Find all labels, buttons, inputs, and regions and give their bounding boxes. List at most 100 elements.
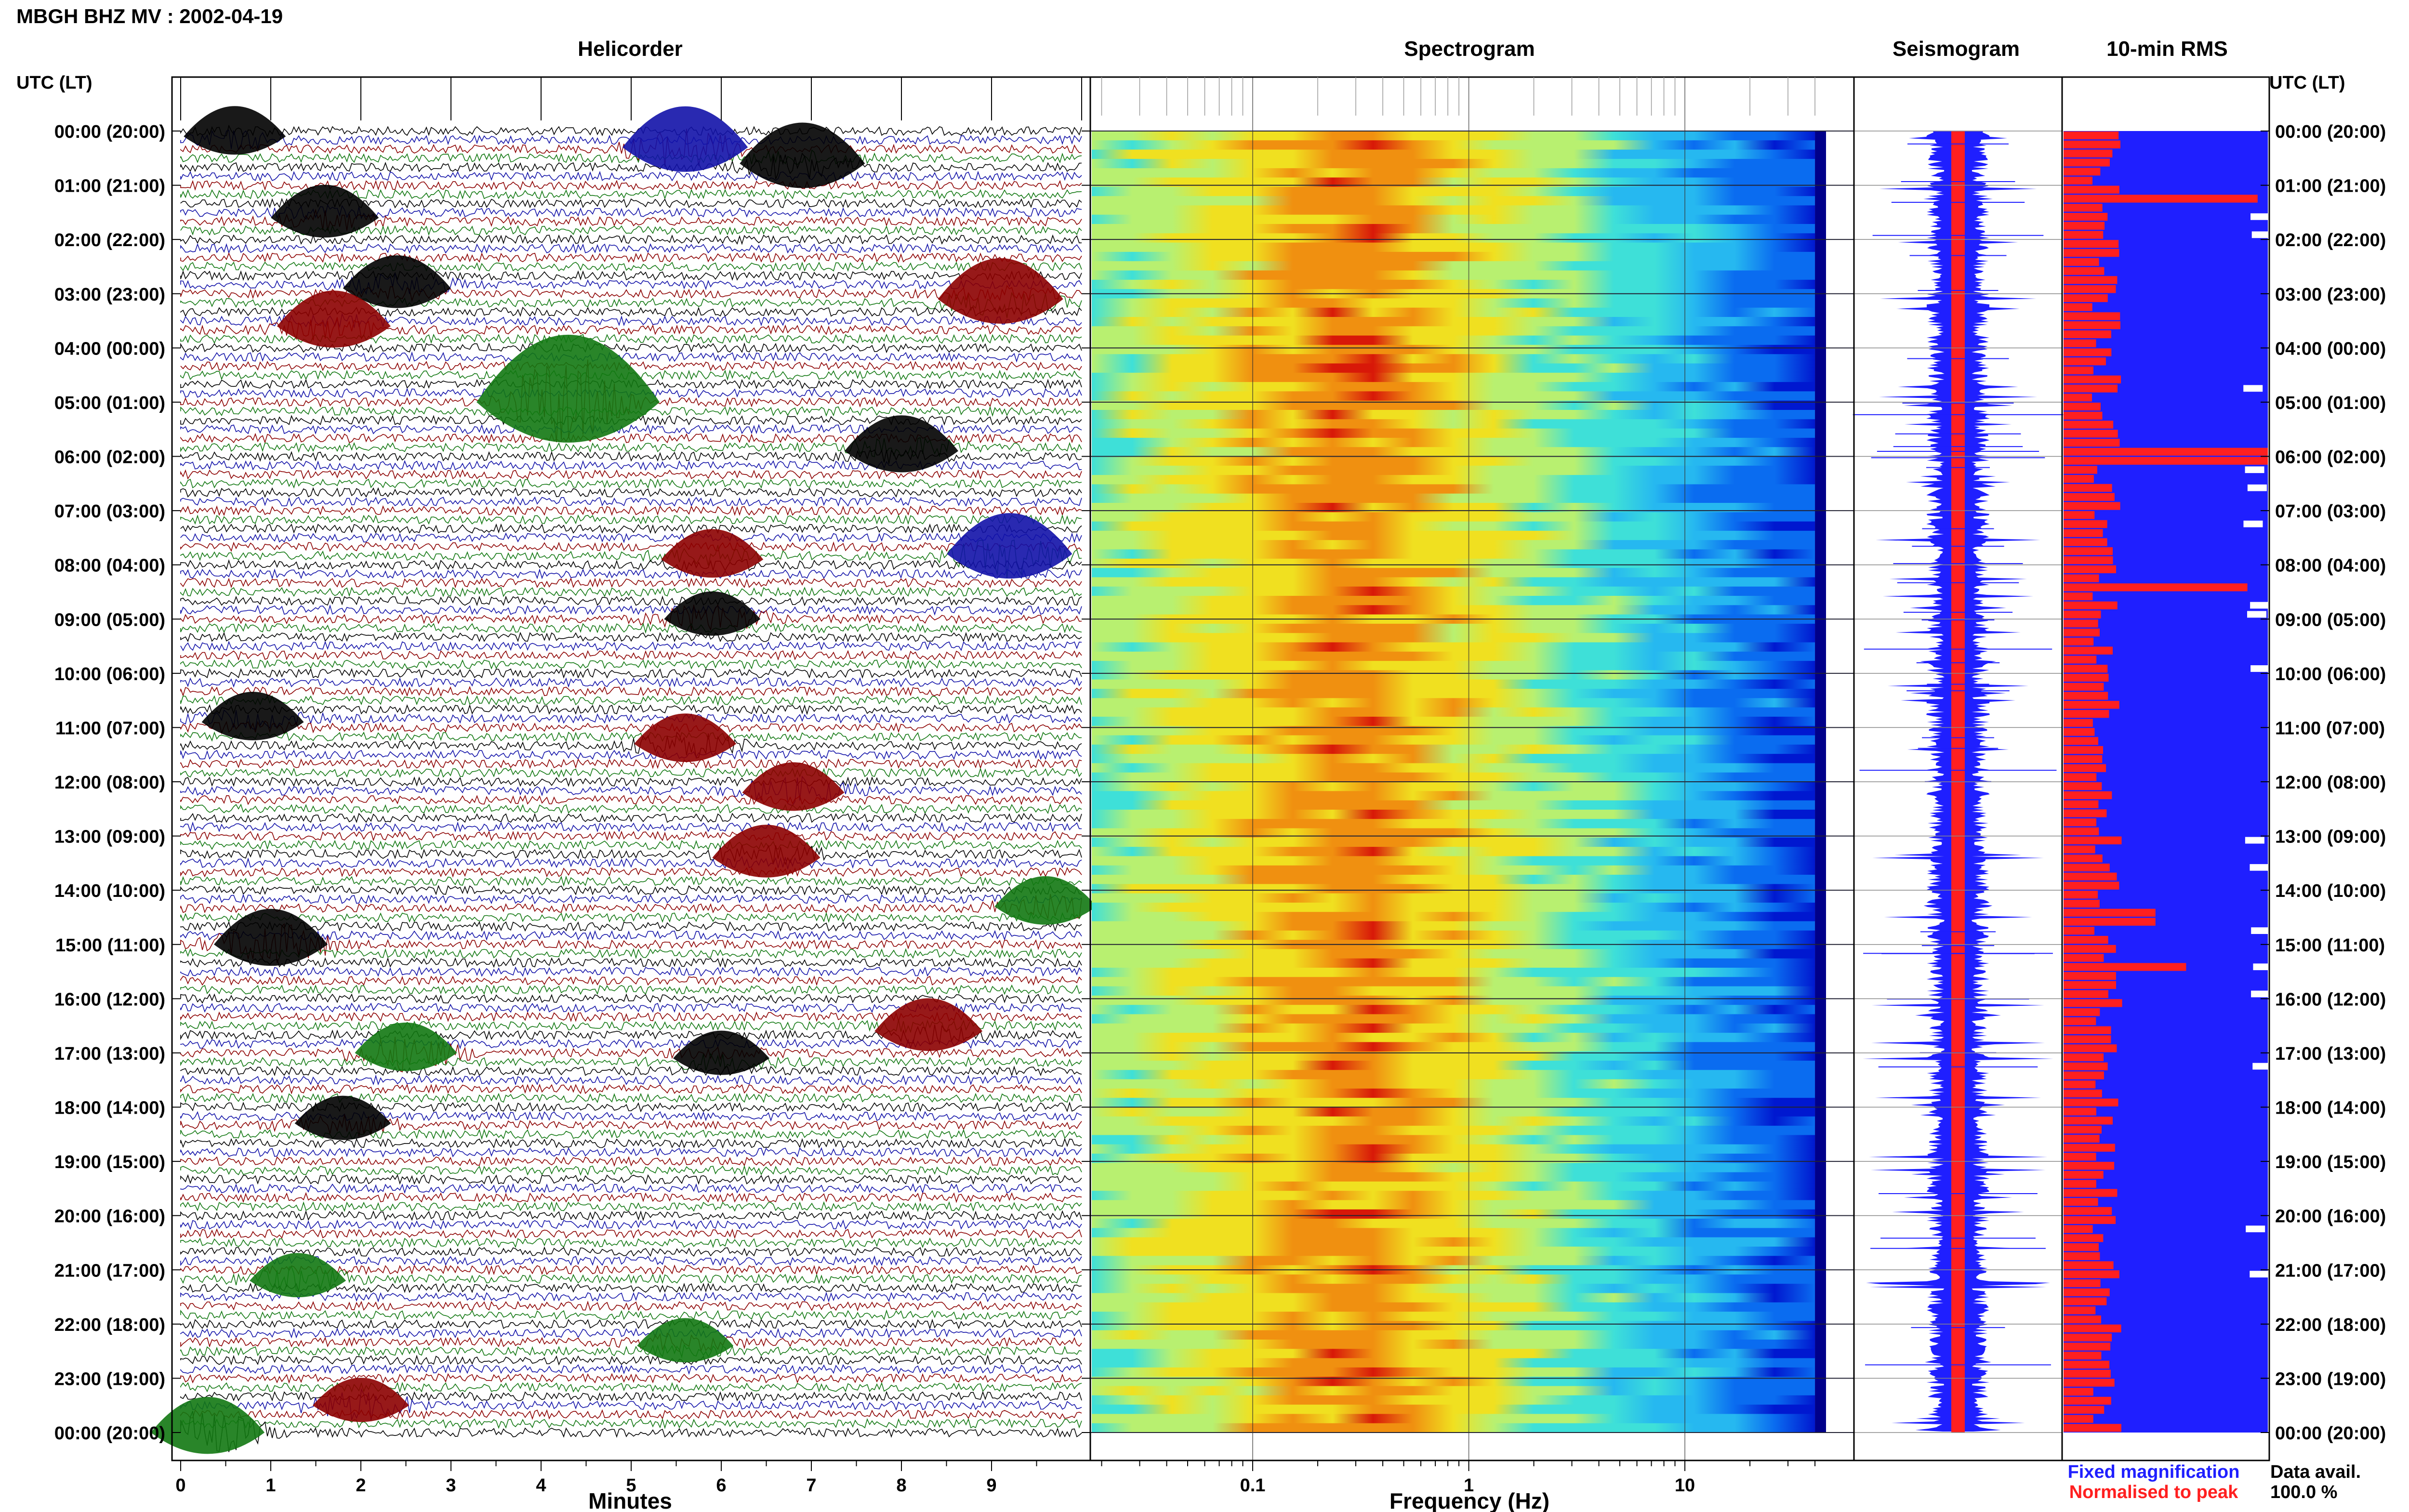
rms-bar — [2064, 610, 2101, 618]
helicorder-trace — [180, 966, 1082, 977]
rms-bar — [2064, 710, 2109, 718]
helicorder-trace — [180, 948, 1082, 960]
helicorder-trace — [180, 539, 1082, 579]
helicorder-trace — [180, 830, 1082, 841]
spectrogram-band — [1092, 977, 1815, 987]
spectrogram-band — [1092, 1070, 1815, 1080]
helicorder-trace — [180, 1156, 1082, 1167]
rms-gap — [2253, 963, 2273, 971]
helicorder-event — [742, 762, 845, 811]
helicorder-trace — [180, 1052, 1082, 1071]
helicorder-trace — [180, 695, 1082, 706]
helicorder-trace — [180, 894, 1082, 920]
helicorder-trace — [180, 658, 1082, 670]
spectrogram-band — [1092, 1200, 1815, 1210]
helicorder-trace — [180, 171, 1082, 182]
spectrogram-band — [1092, 1042, 1815, 1052]
spectrogram-band — [1092, 577, 1815, 587]
time-label-right: 17:00 (13:00) — [2275, 1044, 2386, 1064]
helicorder-trace — [180, 641, 1082, 652]
helicorder-trace — [180, 1255, 1082, 1266]
helicorder-trace — [180, 1354, 1082, 1366]
spectrogram-band — [1092, 1033, 1815, 1042]
helicorder-trace — [180, 469, 1082, 480]
time-label-left: 07:00 (03:00) — [54, 501, 165, 522]
helicorder-trace — [180, 875, 1082, 887]
spectrogram-band — [1092, 1284, 1815, 1294]
helicorder-panel — [151, 106, 1097, 1454]
rms-bar — [2064, 1107, 2096, 1116]
spectrogram-band — [1092, 1116, 1815, 1126]
spectrogram-band — [1092, 1423, 1815, 1433]
rms-bar — [2064, 511, 2095, 519]
helicorder-event — [634, 713, 737, 762]
spectrogram-band — [1092, 233, 1815, 243]
rms-gap — [2251, 990, 2271, 998]
rms-bar — [2064, 195, 2258, 203]
spectrogram-band — [1092, 307, 1815, 317]
spectrogram-band — [1092, 503, 1815, 513]
rms-bar — [2064, 1189, 2118, 1197]
time-label-left: 15:00 (11:00) — [55, 935, 165, 956]
time-label-left: 16:00 (12:00) — [54, 989, 165, 1010]
seismogram-title: Seismogram — [1893, 37, 2020, 61]
helicorder-event — [214, 908, 328, 966]
time-label-left: 18:00 (14:00) — [54, 1098, 165, 1118]
helicorder-trace — [180, 1147, 1082, 1158]
rms-bar — [2064, 421, 2114, 429]
data-avail-value: 100.0 % — [2270, 1482, 2337, 1502]
time-label-left: 22:00 (18:00) — [54, 1315, 165, 1335]
spectrogram-band — [1092, 995, 1815, 1005]
rms-bar — [2064, 764, 2106, 772]
rms-bar — [2064, 1144, 2115, 1152]
helicorder-trace — [180, 1332, 1082, 1353]
rms-bar — [2064, 1053, 2104, 1062]
spectrogram-band — [1092, 865, 1815, 875]
spectrogram-band — [1092, 186, 1815, 197]
time-axis-labels: 00:00 (20:00) 00:00 (20:00) 01:00 (21:00) 0… — [54, 122, 2386, 1444]
helicorder-event — [355, 1022, 457, 1071]
rms-gap — [2247, 484, 2267, 491]
helicorder-trace — [180, 270, 1082, 281]
rms-bar — [2064, 212, 2108, 221]
spectrogram-band — [1092, 335, 1815, 345]
spectrogram-band — [1092, 735, 1815, 745]
rms-bar — [2064, 1126, 2102, 1134]
spectrogram-band — [1092, 447, 1815, 457]
rms-bar — [2064, 972, 2116, 980]
spectrogram-band — [1092, 847, 1815, 856]
rms-bar — [2064, 222, 2105, 230]
helicorder-trace — [180, 1065, 1082, 1077]
helicorder-trace — [180, 1418, 1082, 1429]
helicorder-trace — [180, 731, 1082, 759]
helicorder-event — [277, 290, 391, 348]
rms-bar — [2064, 746, 2103, 754]
spectrogram-band — [1092, 605, 1815, 615]
helicorder-trace — [180, 1183, 1082, 1194]
spectrogram-band — [1092, 1395, 1815, 1405]
spectrogram-band — [1092, 698, 1815, 708]
helicorder-event — [938, 258, 1063, 324]
rms-bar — [2064, 276, 2118, 284]
rms-gap — [2251, 231, 2271, 238]
helicorder-trace — [180, 424, 1082, 435]
spectrogram-band — [1092, 782, 1815, 791]
spectrogram-band — [1092, 1293, 1815, 1303]
rms-bar — [2064, 737, 2098, 745]
rms-gap — [2250, 213, 2270, 220]
spectrogram-xlabel: Frequency (Hz) — [1390, 1488, 1549, 1512]
time-label-right: 04:00 (00:00) — [2275, 339, 2386, 359]
helicorder-trace — [180, 813, 1082, 823]
spectrogram-band — [1092, 372, 1815, 382]
helicorder-trace — [180, 1343, 1082, 1359]
rms-bar — [2064, 1360, 2110, 1369]
rms-bar — [2064, 1062, 2108, 1070]
rms-bar — [2064, 1162, 2115, 1170]
spectrogram-band — [1092, 763, 1815, 773]
spectrogram-band — [1092, 1014, 1815, 1024]
helicorder-trace — [180, 1037, 1082, 1073]
helicorder-trace — [180, 252, 1082, 263]
rms-bar — [2064, 1207, 2112, 1215]
spectrogram-band — [1092, 344, 1815, 355]
